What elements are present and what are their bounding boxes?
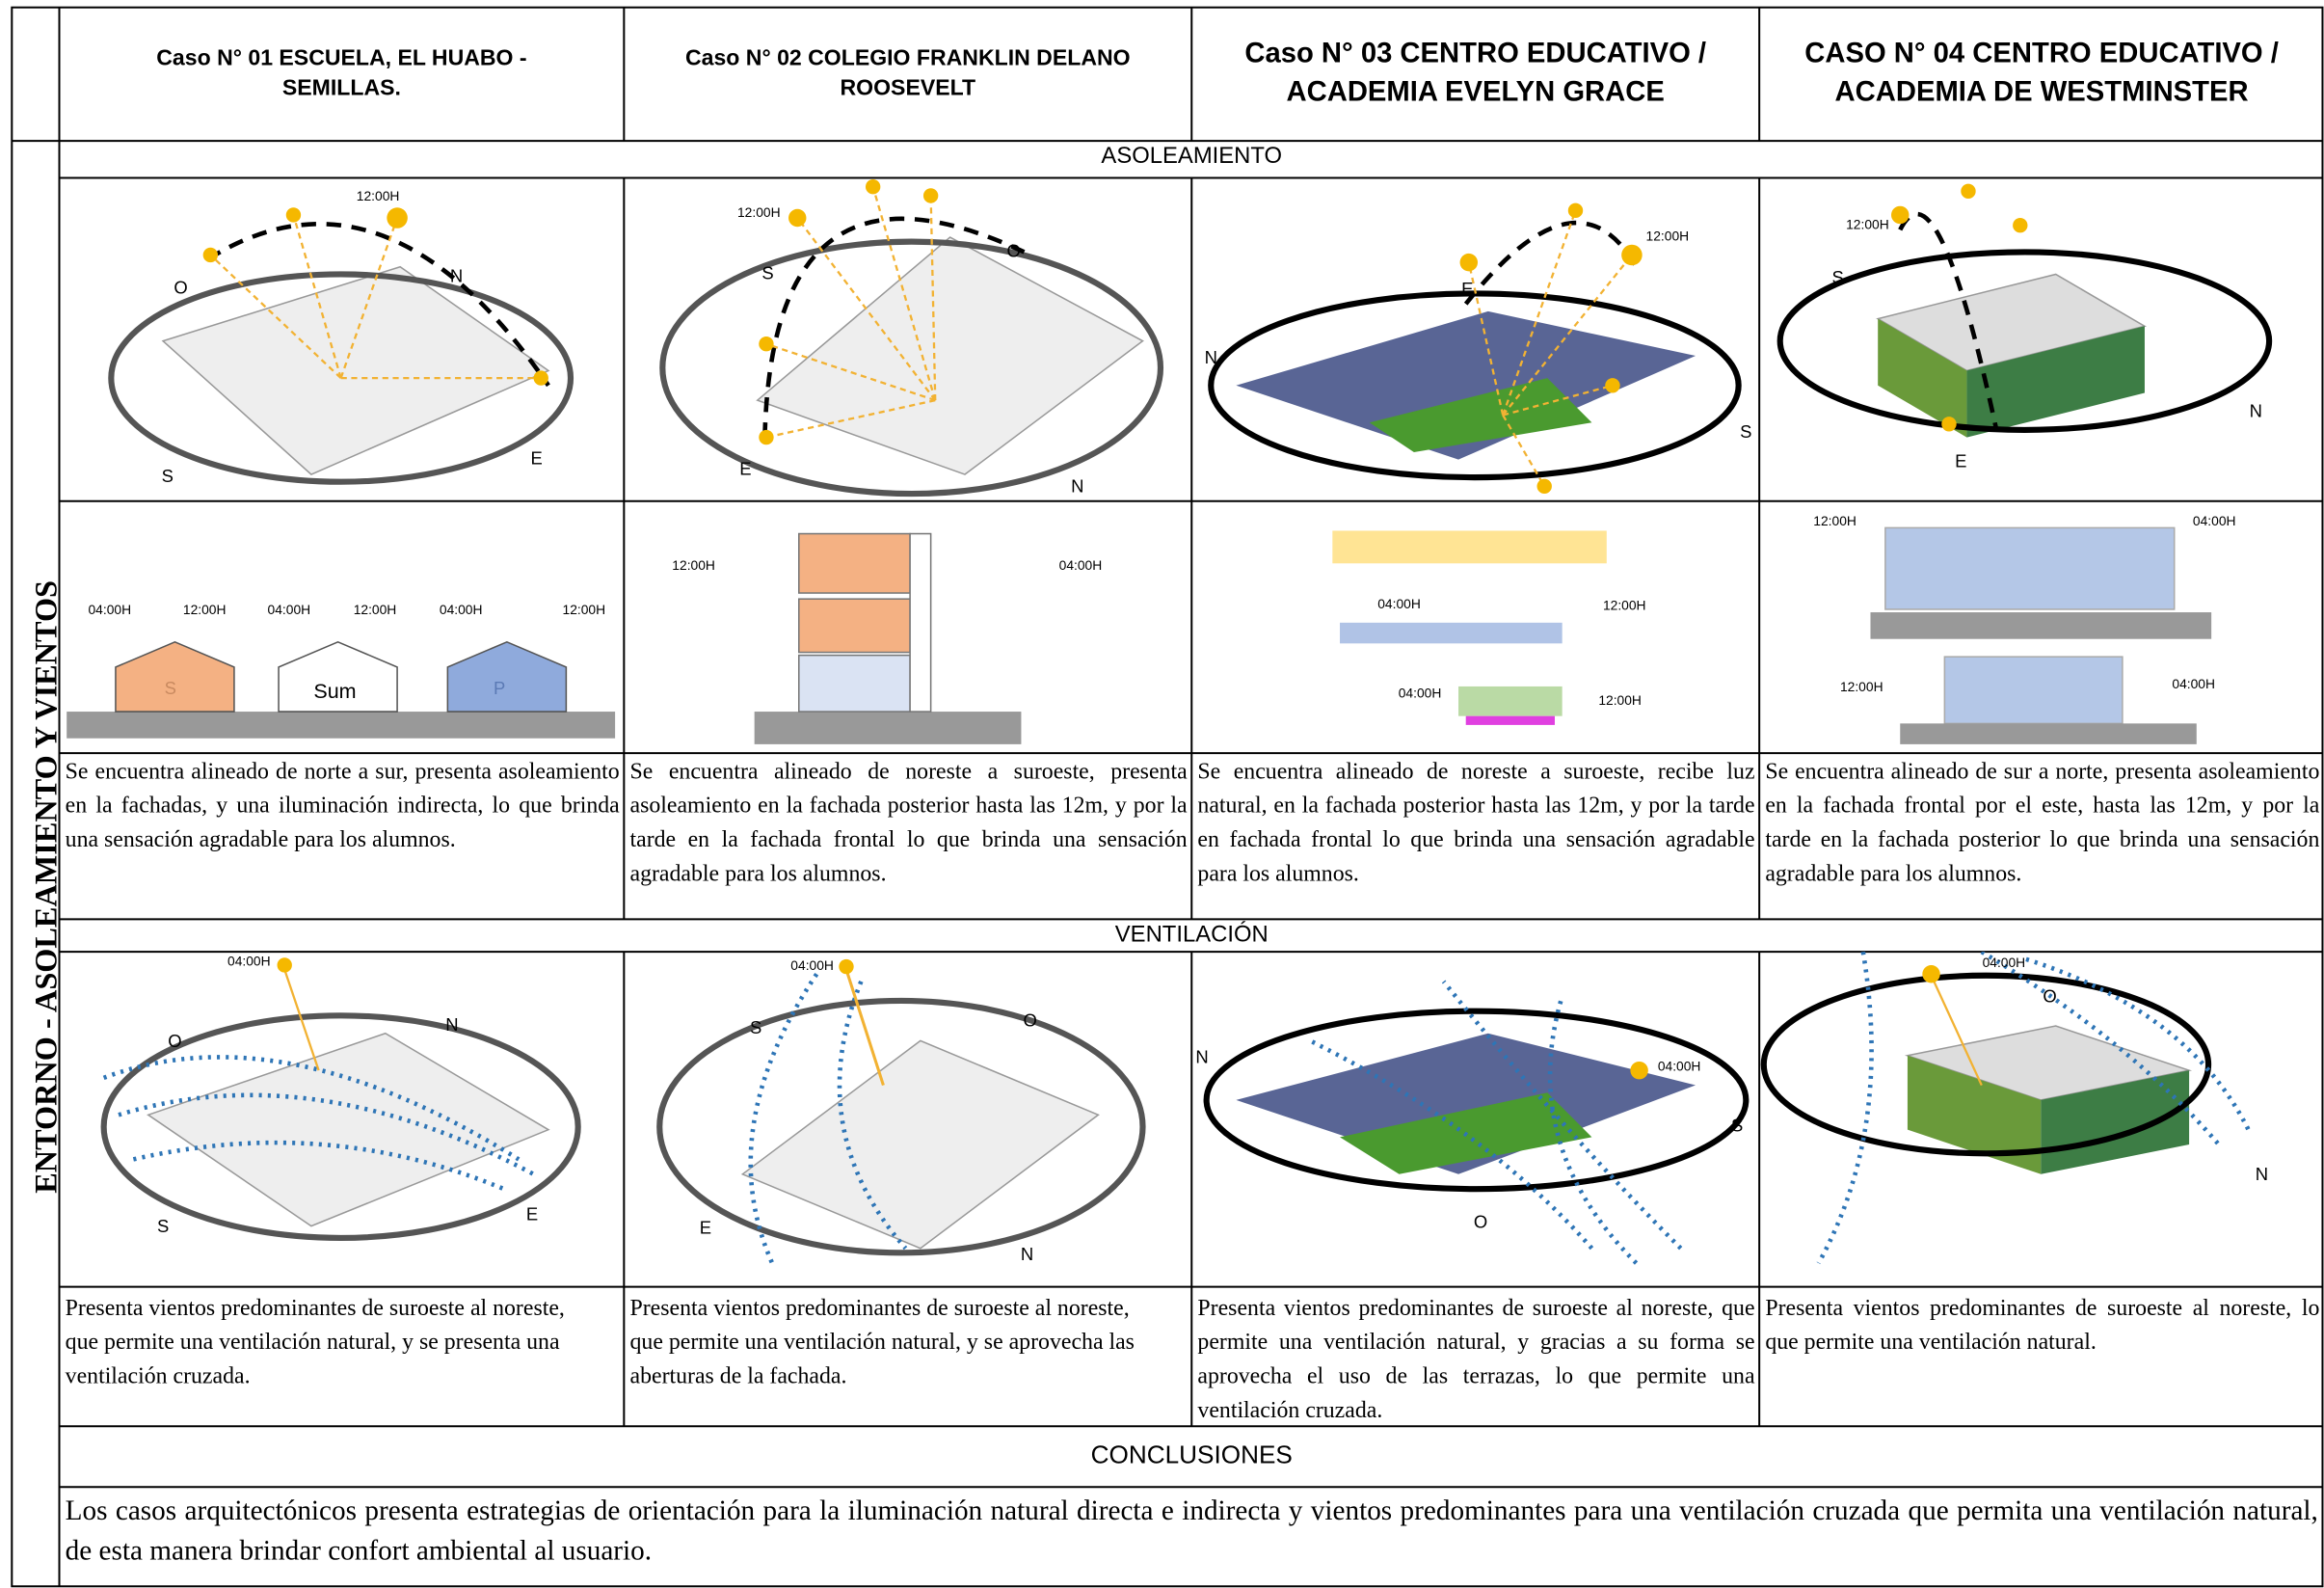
wind-diagram: 04:00H O N — [1760, 952, 2268, 1265]
diagram-label: 04:00H — [1059, 557, 1103, 573]
diagram-label: S — [1731, 1115, 1743, 1135]
diagram-label: 04:00H — [440, 602, 483, 617]
diagram-label: 12:00H — [357, 188, 400, 203]
section-title: CONCLUSIONES — [1090, 1440, 1293, 1469]
diagram-label: 12:00H — [183, 602, 227, 617]
diagram-label: S — [761, 262, 773, 283]
description: Se encuentra alineado de sur a norte, pr… — [1765, 759, 2320, 887]
description: Presenta vientos predominantes de suroes… — [1197, 1295, 1755, 1424]
diagram-label: 12:00H — [1840, 679, 1883, 694]
diagram-label: N — [450, 265, 463, 285]
diagram-label: 04:00H — [1377, 596, 1421, 611]
sun-diagram: 12:00H O N S E — [108, 188, 574, 486]
diagram-label: P — [494, 678, 505, 698]
diagram-label: O — [174, 278, 187, 298]
diagram-label: N — [2250, 400, 2262, 420]
description: Se encuentra alineado de noreste a suroe… — [1197, 759, 1755, 887]
diagram-label: 12:00H — [1646, 229, 1690, 244]
case-title: Caso N° 02 COLEGIO FRANKLIN DELANO ROOSE… — [684, 45, 1131, 101]
description: Presenta vientos predominantes de suroes… — [629, 1295, 1135, 1389]
diagram-label: 12:00H — [1598, 692, 1642, 708]
section-title: VENTILACIÓN — [1114, 922, 1269, 948]
wind-diagram: 04:00H O N S E — [100, 954, 581, 1241]
diagram-label: 04:00H — [227, 954, 271, 969]
diagram-label: 12:00H — [672, 557, 715, 573]
description: Se encuentra alineado de norte a sur, pr… — [65, 759, 620, 853]
wind-diagram: N 04:00H S O — [1195, 980, 1750, 1265]
diagram-label: 12:00H — [354, 602, 397, 617]
diagram-label: N — [2256, 1164, 2268, 1184]
case-title: Caso N° 01 ESCUELA, EL HUABO - SEMILLAS. — [156, 45, 527, 101]
diagram-label: 04:00H — [268, 602, 311, 617]
diagram-label: 04:00H — [88, 602, 131, 617]
diagram-label: Sum — [313, 680, 356, 703]
diagram-label: S — [750, 1017, 761, 1037]
wind-diagram: 04:00H S O E N — [656, 957, 1146, 1264]
diagram-label: E — [526, 1204, 538, 1225]
diagram-label: 12:00H — [737, 204, 781, 220]
diagram-label: N — [1205, 347, 1217, 367]
case-title: CASO N° 04 CENTRO EDUCATIVO / ACADEMIA D… — [1804, 39, 2279, 109]
table-border — [11, 6, 2324, 1588]
sun-diagram: 12:00H S E N — [1776, 183, 2273, 471]
diagram-label: O — [1007, 240, 1021, 260]
diagram-label: S — [1832, 267, 1844, 287]
diagram-label: N — [1071, 476, 1083, 497]
diagram-label: S — [157, 1216, 169, 1236]
case-title: Caso N° 03 CENTRO EDUCATIVO / ACADEMIA E… — [1244, 39, 1707, 109]
diagram-label: N — [1195, 1047, 1208, 1067]
diagram-label: 12:00H — [1603, 598, 1646, 613]
section-diagram: 12:00H 04:00H 12:00H 04:00H — [1813, 513, 2236, 744]
conclusion-text: Los casos arquitectónicos presenta estra… — [65, 1495, 2318, 1568]
section-title: ASOLEAMIENTO — [1101, 144, 1283, 170]
diagram-label: E — [1955, 451, 1966, 471]
diagram-label: N — [1021, 1244, 1033, 1264]
diagram-label: 04:00H — [1983, 955, 2026, 970]
description: Presenta vientos predominantes de suroes… — [65, 1295, 565, 1389]
diagram-label: O — [1474, 1211, 1487, 1231]
diagram-label: E — [530, 448, 542, 469]
diagram-label: E — [1461, 279, 1473, 299]
section-diagram: 12:00H 04:00H — [672, 532, 1103, 744]
diagram-label: S — [1740, 421, 1751, 442]
diagram-label: N — [445, 1014, 458, 1035]
diagram-label: 04:00H — [790, 957, 834, 973]
diagram-label: 04:00H — [2172, 676, 2215, 691]
diagram-label: O — [2043, 986, 2056, 1007]
description: Se encuentra alineado de noreste a suroe… — [629, 759, 1188, 887]
diagram-label: 04:00H — [1658, 1059, 1701, 1074]
section-diagram: 04:00H 12:00H 04:00H 12:00H — [1332, 530, 1646, 725]
diagram-label: O — [1023, 1009, 1036, 1030]
diagram-label: S — [165, 678, 176, 698]
diagram-label: 04:00H — [2193, 513, 2236, 528]
sun-diagram: 12:00H E N S — [1205, 202, 1751, 495]
diagram-label: 12:00H — [1846, 216, 1889, 231]
diagram-label: E — [700, 1218, 711, 1238]
diagram-label: 04:00H — [1399, 685, 1442, 700]
diagram-label: 12:00H — [563, 602, 606, 617]
diagram-label: S — [162, 466, 174, 486]
grid-lines — [12, 7, 2323, 1587]
section-diagram: 04:00H 12:00H 04:00H 12:00H 04:00H 12:00… — [67, 602, 616, 739]
diagram-label: 12:00H — [1813, 513, 1857, 528]
description: Presenta vientos predominantes de suroes… — [1765, 1295, 2320, 1356]
diagram-label: E — [739, 458, 751, 478]
sun-diagram: 12:00H S O E N — [659, 179, 1164, 498]
diagram-label: O — [168, 1031, 181, 1051]
